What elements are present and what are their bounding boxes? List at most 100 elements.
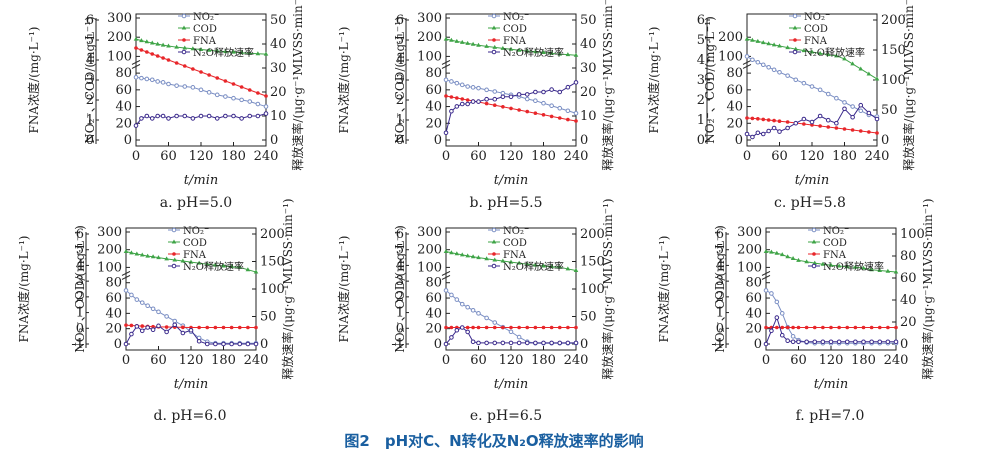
n2o-point xyxy=(160,113,166,119)
right-tick-label: 50 xyxy=(881,103,898,118)
fna-tick-label: 3 xyxy=(396,274,404,289)
right-tick-label: 100 xyxy=(260,282,285,297)
axis-break xyxy=(131,59,141,69)
panel-label: e. pH=6.5 xyxy=(470,408,542,424)
fna-point xyxy=(256,91,260,95)
cod-point xyxy=(804,259,809,264)
n2o-point xyxy=(573,340,579,346)
fna-point xyxy=(802,122,806,126)
fna-point xyxy=(764,325,768,330)
no2-point xyxy=(565,108,571,114)
fna-tick-label: 1 xyxy=(86,113,94,128)
fna-point xyxy=(745,116,749,120)
fna-point xyxy=(254,325,258,330)
right-tick-label: 50 xyxy=(270,13,287,28)
n2o-point xyxy=(809,119,815,125)
n2o-point xyxy=(223,113,228,119)
cod-point xyxy=(454,251,460,256)
no2-point xyxy=(155,79,160,84)
no2-point xyxy=(459,82,465,88)
no2-point xyxy=(834,95,839,101)
right-tick-label: 0 xyxy=(580,337,588,352)
cod-point xyxy=(454,38,460,43)
right-tick-label: 200 xyxy=(580,227,605,242)
fna-tick-label: 6 xyxy=(76,227,84,242)
cod-point xyxy=(492,44,498,49)
cod-point xyxy=(834,53,839,58)
legend-label-no2: NO₂⁻ xyxy=(503,12,529,23)
panel-label: d. pH=6.0 xyxy=(153,408,226,424)
no2-cod-axis-title: NO₂⁻、COD/(mg·L⁻¹) xyxy=(83,16,97,144)
fna-point xyxy=(877,325,882,330)
no2-point xyxy=(166,81,171,87)
n2o-point xyxy=(508,94,514,100)
cod-point xyxy=(500,45,506,50)
x-tick-label: 180 xyxy=(851,353,876,368)
fna-tick-label: -1 xyxy=(391,337,404,352)
left-tick-label: 20 xyxy=(105,322,122,337)
cod-point xyxy=(198,46,204,51)
no2-point xyxy=(470,85,476,90)
fna-tick-label: 1 xyxy=(396,113,404,128)
fna-point xyxy=(533,325,538,330)
fna-point xyxy=(476,325,481,330)
n2o-point xyxy=(850,114,855,120)
cod-point xyxy=(182,45,188,50)
fna-axis-title: FNA浓度/(mg·L⁻¹) xyxy=(16,236,31,343)
panel-label: f. pH=7.0 xyxy=(796,408,865,424)
fna-point xyxy=(791,325,795,330)
fna-tick-label: 4 xyxy=(86,53,94,68)
fna-tick-label: 4 xyxy=(716,258,724,273)
fna-point xyxy=(509,106,513,111)
legend-marker-n2o xyxy=(811,263,817,269)
no2-point xyxy=(123,288,129,293)
cod-point xyxy=(160,42,166,47)
legend-marker-fna xyxy=(492,38,496,42)
no2-point xyxy=(573,110,579,116)
n2o-point xyxy=(470,99,476,104)
n2o-point xyxy=(836,339,842,345)
cod-point xyxy=(541,263,546,268)
no2-point xyxy=(774,299,780,305)
cod-point xyxy=(842,56,847,61)
fna-point xyxy=(501,325,505,330)
fna-point xyxy=(264,94,268,98)
fna-axis-title: FNA浓度/(mg·L⁻¹) xyxy=(26,27,41,134)
cod-point xyxy=(766,41,771,46)
cod-point xyxy=(500,258,506,263)
n2o-point xyxy=(459,325,465,330)
n2o-point xyxy=(541,89,546,95)
fna-point xyxy=(150,52,155,56)
left-tick-label: 20 xyxy=(745,322,762,337)
n2o-point xyxy=(476,340,481,346)
cod-point xyxy=(223,49,228,54)
no2-point xyxy=(443,77,449,83)
cod-point xyxy=(850,61,855,66)
n2o-point xyxy=(454,327,460,333)
fna-point xyxy=(812,325,817,330)
chart-panel-4: 0 60 120 180 240t/min020406080100200300-1012… xyxy=(16,198,295,424)
n2o-point xyxy=(763,341,769,347)
no2-point xyxy=(206,90,212,95)
fna-point xyxy=(875,131,879,135)
no2-point xyxy=(516,334,522,340)
n2o-point xyxy=(213,341,218,347)
cod-point xyxy=(801,48,807,53)
fna-axis-title: FNA浓度/(mg·L⁻¹) xyxy=(336,27,351,134)
n2o-point xyxy=(492,96,498,102)
left-tick-label: 40 xyxy=(105,306,122,321)
cod-point xyxy=(476,42,481,47)
legend-label-n2o: N₂O释放速率 xyxy=(503,46,564,59)
fna-point xyxy=(181,325,185,330)
no2-point xyxy=(149,77,155,83)
fna-point xyxy=(246,325,250,330)
fna-point xyxy=(869,325,874,330)
right-tick-label: 150 xyxy=(881,43,906,58)
cod-point xyxy=(465,253,470,258)
fna-tick-label: 6 xyxy=(396,13,404,28)
cod-point xyxy=(516,47,522,52)
fna-tick-label: 2 xyxy=(76,290,84,305)
cod-point xyxy=(129,250,134,255)
fna-tick-label: 2 xyxy=(396,290,404,305)
x-tick-label: 120 xyxy=(189,149,214,164)
